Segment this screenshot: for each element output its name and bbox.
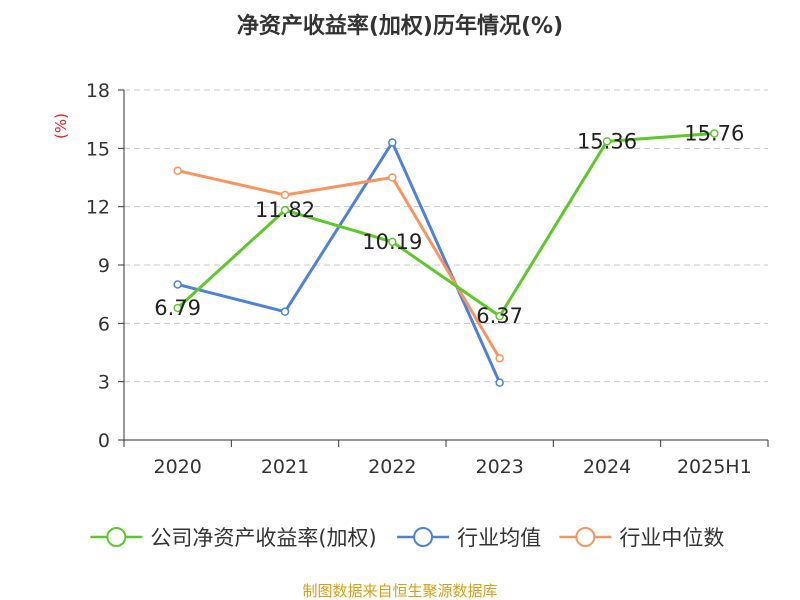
data-point	[280, 190, 290, 200]
data-point	[495, 354, 504, 363]
data-point	[280, 205, 290, 215]
data-point	[495, 378, 504, 387]
data-point	[388, 237, 397, 247]
data-label: 6.79	[154, 296, 201, 320]
y-tick-label: 6	[98, 313, 110, 335]
legend-label: 公司净资产收益率(加权)	[150, 526, 376, 550]
data-label: 10.19	[362, 230, 422, 254]
data-label: 11.82	[255, 198, 315, 222]
chart-title: 净资产收益率(加权)历年情况(%)	[237, 13, 563, 39]
data-point	[710, 129, 719, 138]
data-label: 15.36	[577, 129, 637, 153]
series-line	[177, 169, 501, 360]
y-tick-label: 18	[86, 80, 110, 102]
legend-marker	[106, 527, 127, 547]
y-tick-label: 0	[98, 430, 110, 452]
legend-label: 行业均值	[457, 526, 541, 550]
data-point	[173, 280, 182, 289]
x-tick-label: 2023	[475, 456, 523, 478]
data-point	[173, 303, 182, 313]
x-tick-label: 2022	[368, 456, 416, 478]
y-axis-label: (%)	[52, 113, 70, 139]
legend-marker	[413, 527, 434, 547]
x-tick-label: 2025H1	[677, 456, 752, 478]
y-tick-label: 12	[86, 197, 110, 219]
data-labels: 6.79 11.82 10.19 6.37 15.36 15.76	[154, 122, 744, 329]
series-group	[173, 129, 719, 387]
y-tick-label: 15	[86, 138, 110, 160]
x-tick-label: 2024	[583, 456, 631, 478]
data-label: 6.37	[476, 304, 523, 328]
data-point	[280, 307, 290, 316]
data-point	[495, 311, 504, 321]
y-tick-label: 3	[98, 372, 110, 394]
legend: 公司净资产收益率(加权) 行业均值 行业中位数	[90, 526, 724, 550]
x-tick-label: 2021	[261, 456, 309, 478]
legend-item: 行业中位数	[559, 526, 724, 550]
axes: 0 3 6 9 12 15 18 2020 2021 2022 2023 2024 2025H1	[86, 80, 769, 478]
legend-item: 公司净资产收益率(加权)	[90, 526, 377, 550]
data-point	[602, 137, 612, 146]
series-line	[176, 132, 715, 318]
source-note: 制图数据来自恒生聚源数据库	[302, 582, 497, 600]
data-point	[388, 173, 397, 182]
legend-item: 行业均值	[397, 526, 541, 550]
data-point	[388, 138, 397, 147]
grid-lines	[124, 89, 768, 383]
legend-marker	[575, 527, 596, 547]
x-tick-label: 2020	[153, 456, 201, 478]
y-tick-label: 9	[98, 255, 110, 277]
legend-label: 行业中位数	[619, 526, 724, 550]
data-label: 15.76	[684, 122, 744, 146]
data-point	[173, 166, 182, 175]
